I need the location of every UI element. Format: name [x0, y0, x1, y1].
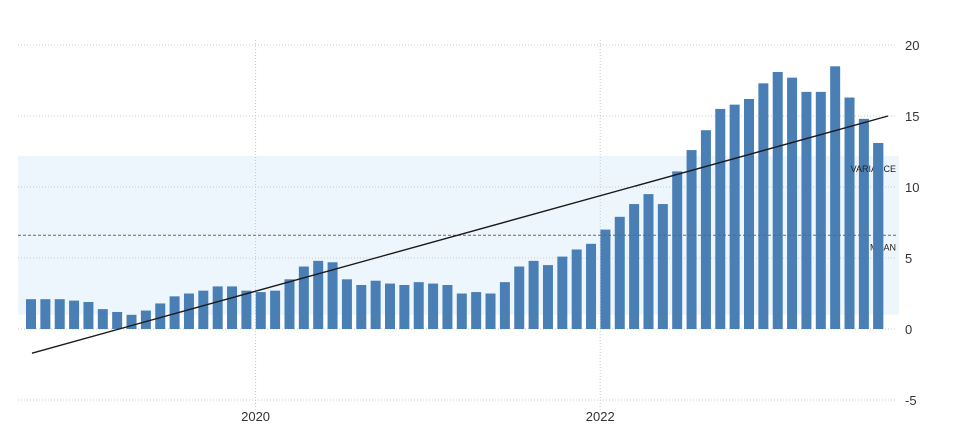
bar-11: [183, 293, 194, 329]
x-tick-label-2020: 2020: [241, 409, 270, 424]
bar-31: [471, 292, 482, 329]
y-tick-label--5: -5: [905, 393, 917, 408]
bar-32: [485, 293, 496, 329]
bar-1: [40, 299, 51, 329]
bar-9: [155, 303, 166, 329]
y-tick-label-15: 15: [905, 109, 919, 124]
bar-5: [97, 309, 108, 329]
bar-50: [744, 98, 754, 330]
bar-10: [169, 296, 180, 329]
bar-2: [54, 299, 65, 329]
bar-46: [686, 150, 697, 329]
reference-line-layer: [18, 115, 897, 354]
bar-12: [198, 290, 209, 329]
bar-18: [284, 279, 295, 329]
bar-3: [69, 300, 80, 329]
bar-14: [227, 286, 238, 329]
bar-52: [772, 71, 783, 329]
bar-23: [356, 284, 367, 329]
bar-36: [542, 265, 553, 329]
bar-38: [571, 249, 582, 329]
y-tick-label-20: 20: [905, 38, 919, 53]
bar-49: [729, 104, 740, 329]
bar-58: [858, 118, 869, 329]
bar-53: [787, 77, 798, 329]
bar-15: [241, 290, 252, 329]
bar-33: [499, 282, 510, 329]
bar-43: [643, 194, 654, 329]
bar-20: [313, 260, 324, 329]
bar-13: [212, 286, 223, 329]
bar-30: [456, 293, 467, 329]
bar-48: [715, 108, 726, 330]
bar-layer: [26, 66, 884, 330]
bar-37: [557, 256, 568, 329]
bar-35: [528, 260, 539, 329]
trend-line: [31, 115, 889, 354]
y-tick-label-10: 10: [905, 180, 919, 195]
bar-4: [83, 302, 94, 329]
bar-51: [758, 83, 769, 329]
bar-17: [270, 290, 281, 329]
bar-47: [700, 130, 711, 329]
bar-0: [26, 299, 36, 329]
bar-overlay-last: [873, 142, 884, 329]
bar-8: [140, 310, 151, 329]
label-layer: -50510152020202022VARIANCEMEAN: [241, 38, 919, 424]
bar-39: [586, 243, 597, 329]
bar-34: [514, 266, 525, 329]
bar-24: [370, 280, 381, 329]
bar-54: [801, 91, 812, 329]
bar-27: [413, 282, 424, 329]
x-tick-label-2022: 2022: [586, 409, 615, 424]
bar-16: [255, 292, 266, 329]
bar-28: [428, 283, 439, 329]
bar-26: [399, 284, 410, 329]
bar-42: [629, 204, 640, 329]
bar-29: [442, 284, 453, 329]
bar-44: [657, 204, 668, 329]
bar-57: [844, 97, 855, 329]
bar-19: [298, 266, 309, 329]
y-tick-label-5: 5: [905, 251, 912, 266]
bar-7: [126, 314, 137, 329]
y-tick-label-0: 0: [905, 322, 912, 337]
bar-21: [327, 262, 338, 329]
bar-41: [614, 216, 625, 329]
bar-56: [830, 66, 841, 330]
bar-45: [672, 171, 683, 329]
bar-22: [341, 279, 352, 329]
bar-55: [815, 91, 826, 329]
bar-40: [600, 229, 611, 329]
bar-25: [385, 283, 395, 329]
bar-6: [112, 311, 123, 329]
